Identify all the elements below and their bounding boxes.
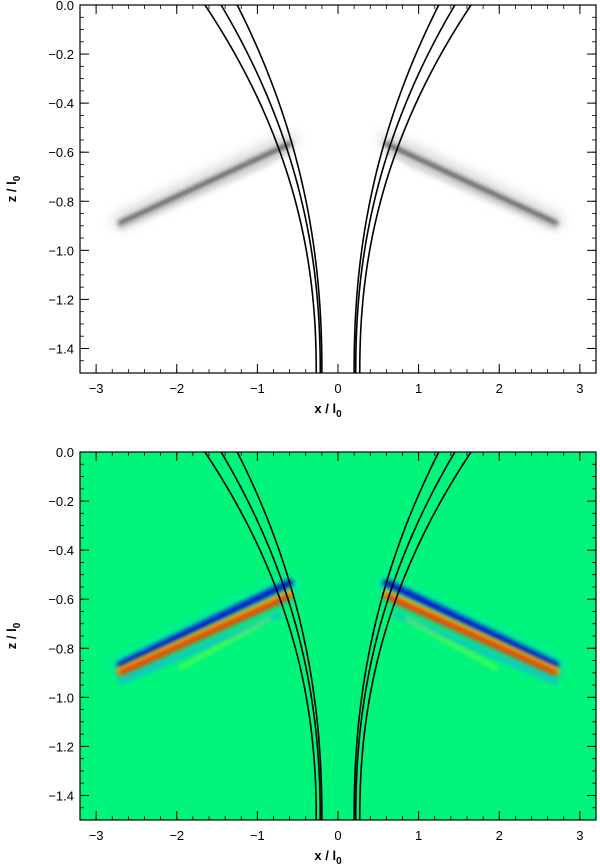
y-axis-sub: 0 bbox=[12, 622, 23, 628]
y-axis-title: z / l0 bbox=[4, 622, 23, 649]
x-tick-label: 0 bbox=[334, 828, 341, 843]
field-line-right-3 bbox=[358, 452, 472, 820]
wave-lower-yellow-left bbox=[178, 616, 272, 670]
field-line-left-3 bbox=[204, 452, 318, 820]
wave-main-right bbox=[383, 141, 559, 226]
x-tick-label: −2 bbox=[169, 828, 184, 843]
y-axis-var: z bbox=[4, 642, 19, 649]
x-tick-label: 2 bbox=[496, 381, 503, 396]
x-tick-label: 1 bbox=[415, 828, 422, 843]
y-tick-label: −0.8 bbox=[48, 194, 74, 209]
x-axis-var: x bbox=[314, 401, 322, 416]
y-tick-label: −1.2 bbox=[48, 739, 74, 754]
field-line-left-2 bbox=[220, 452, 322, 820]
y-tick-label: −1.2 bbox=[48, 292, 74, 307]
wave-red-right bbox=[383, 593, 559, 676]
plot-area bbox=[113, 5, 563, 373]
x-tick-label: −1 bbox=[250, 828, 265, 843]
field-line-left-1 bbox=[236, 5, 323, 373]
field-line-right-1 bbox=[353, 5, 440, 373]
x-tick-label: 3 bbox=[576, 381, 583, 396]
plot-background bbox=[80, 5, 596, 373]
wave-main-left bbox=[117, 141, 293, 226]
y-axis-slash: / bbox=[4, 632, 19, 643]
plot-area bbox=[112, 452, 564, 820]
wave-lower-yellow-right bbox=[404, 616, 498, 670]
chart-panel-top: −3 −2 −1 0 1 2 3 0.0 −0.2 −0.4 −0.6 −0.8 −1.0 −1.2 −1.… bbox=[4, 0, 597, 420]
wave-red-left bbox=[117, 593, 293, 676]
x-axis-title: x / l0 bbox=[314, 401, 342, 420]
y-tick-label: −0.6 bbox=[48, 592, 74, 607]
wave-faint-right bbox=[404, 162, 558, 231]
chart-panel-bottom: −3 −2 −1 0 1 2 3 0.0 −0.2 −0.4 −0.6 −0.8 −1.0 −1.2 −1.… bbox=[4, 445, 597, 867]
wave-faint-left bbox=[118, 162, 272, 231]
x-tick-label: −3 bbox=[89, 381, 104, 396]
y-tick-label: 0.0 bbox=[56, 445, 74, 460]
x-axis-unit: l bbox=[332, 401, 336, 416]
x-tick-label: 3 bbox=[576, 828, 583, 843]
y-tick-label: −1.4 bbox=[48, 341, 74, 356]
x-tick-label: −1 bbox=[250, 381, 265, 396]
field-line-left-2 bbox=[220, 5, 322, 373]
y-tick-label: −0.2 bbox=[48, 494, 74, 509]
wave-blue-left bbox=[116, 579, 294, 669]
y-axis-unit: l bbox=[4, 181, 19, 185]
y-tick-label: 0.0 bbox=[56, 0, 74, 13]
field-line-right-3 bbox=[358, 5, 472, 373]
field-line-left-1 bbox=[236, 452, 323, 820]
y-tick-label: −0.4 bbox=[48, 96, 74, 111]
x-axis-title: x / l0 bbox=[314, 848, 342, 867]
x-tick-label: −2 bbox=[169, 381, 184, 396]
x-tick-label: 2 bbox=[496, 828, 503, 843]
y-axis-unit: l bbox=[4, 628, 19, 632]
y-tick-label: −0.8 bbox=[48, 641, 74, 656]
x-tick-label: −3 bbox=[89, 828, 104, 843]
field-line-right-2 bbox=[354, 452, 456, 820]
x-axis-slash: / bbox=[322, 401, 333, 416]
y-tick-label: −0.4 bbox=[48, 543, 74, 558]
y-tick-label: −0.6 bbox=[48, 145, 74, 160]
x-tick-label: 1 bbox=[415, 381, 422, 396]
x-axis-var: x bbox=[314, 848, 322, 863]
y-tick-label: −1.0 bbox=[48, 243, 74, 258]
x-axis-slash: / bbox=[322, 848, 333, 863]
wave-secondary-left bbox=[118, 150, 292, 229]
x-axis-sub: 0 bbox=[336, 856, 342, 867]
x-axis-unit: l bbox=[332, 848, 336, 863]
field-line-right-1 bbox=[353, 452, 440, 820]
plot-background bbox=[80, 452, 596, 820]
y-tick-label: −1.4 bbox=[48, 788, 74, 803]
y-tick-label: −1.0 bbox=[48, 690, 74, 705]
x-axis-sub: 0 bbox=[336, 409, 342, 420]
wave-secondary-right bbox=[384, 150, 558, 229]
x-tick-label: 0 bbox=[334, 381, 341, 396]
y-axis-title: z / l0 bbox=[4, 175, 23, 202]
field-line-left-3 bbox=[204, 5, 318, 373]
y-tick-label: −0.2 bbox=[48, 47, 74, 62]
y-axis-var: z bbox=[4, 195, 19, 202]
y-axis-sub: 0 bbox=[12, 175, 23, 181]
field-line-right-2 bbox=[354, 5, 456, 373]
y-axis-slash: / bbox=[4, 185, 19, 196]
wave-blue-right bbox=[382, 579, 560, 669]
